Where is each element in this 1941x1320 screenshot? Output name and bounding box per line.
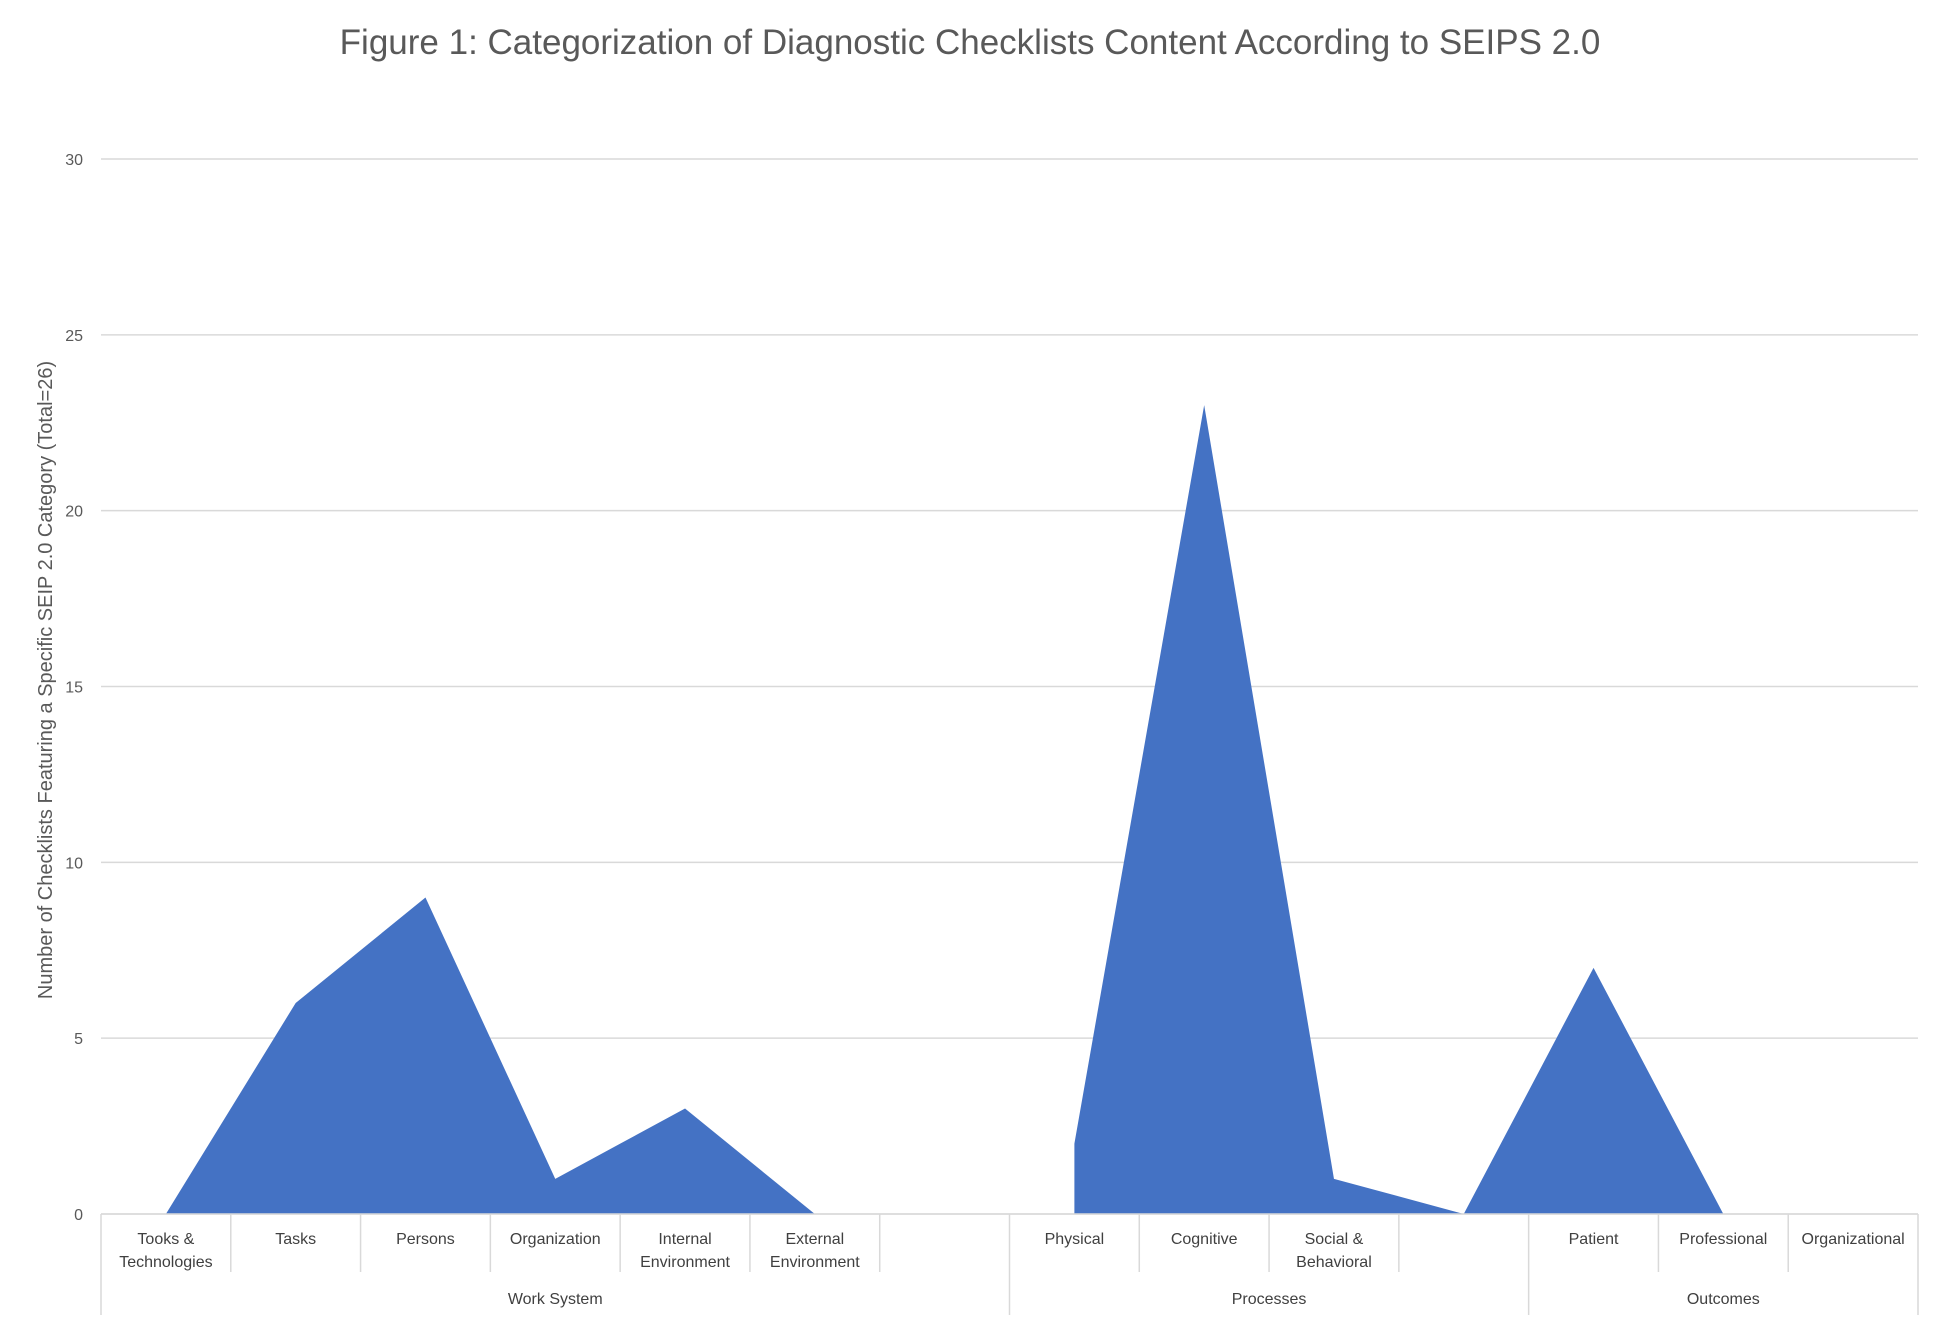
group-label: Outcomes [1687,1291,1760,1308]
group-label: Work System [508,1291,603,1308]
area-segment [1074,405,1724,1215]
category-label: Physical [1045,1231,1105,1248]
category-label: External [785,1231,844,1248]
category-label: Organizational [1802,1231,1905,1248]
category-label: Professional [1679,1231,1767,1248]
y-tick-label: 10 [65,855,83,872]
category-label: Environment [640,1254,730,1271]
y-axis-ticks: 0 5 10 15 20 25 30 [65,152,83,1224]
y-tick-label: 30 [65,152,83,169]
category-label: Persons [396,1231,455,1248]
category-label: Internal [658,1231,711,1248]
y-tick-label: 25 [65,328,83,345]
y-tick-label: 15 [65,680,83,697]
area-segment [165,897,815,1214]
y-tick-label: 20 [65,504,83,521]
y-tick-label: 0 [74,1207,83,1224]
category-label: Environment [770,1254,860,1271]
category-label: Patient [1569,1231,1619,1248]
category-label: Cognitive [1171,1231,1238,1248]
category-label: Technologies [119,1254,212,1271]
data-area [165,405,1724,1215]
x-axis: Tooks & Technologies Tasks Persons Organizat… [100,1213,1919,1315]
category-label: Behavioral [1296,1254,1372,1271]
y-tick-label: 5 [74,1031,83,1048]
category-label: Tasks [275,1231,316,1248]
category-label: Social & [1305,1231,1364,1248]
y-axis-label: Number of Checklists Featuring a Specifi… [35,361,57,999]
category-label: Organization [510,1231,601,1248]
category-label: Tooks & [137,1231,194,1248]
chart-title: Figure 1: Categorization of Diagnostic C… [340,23,1601,62]
group-label: Processes [1232,1291,1307,1308]
